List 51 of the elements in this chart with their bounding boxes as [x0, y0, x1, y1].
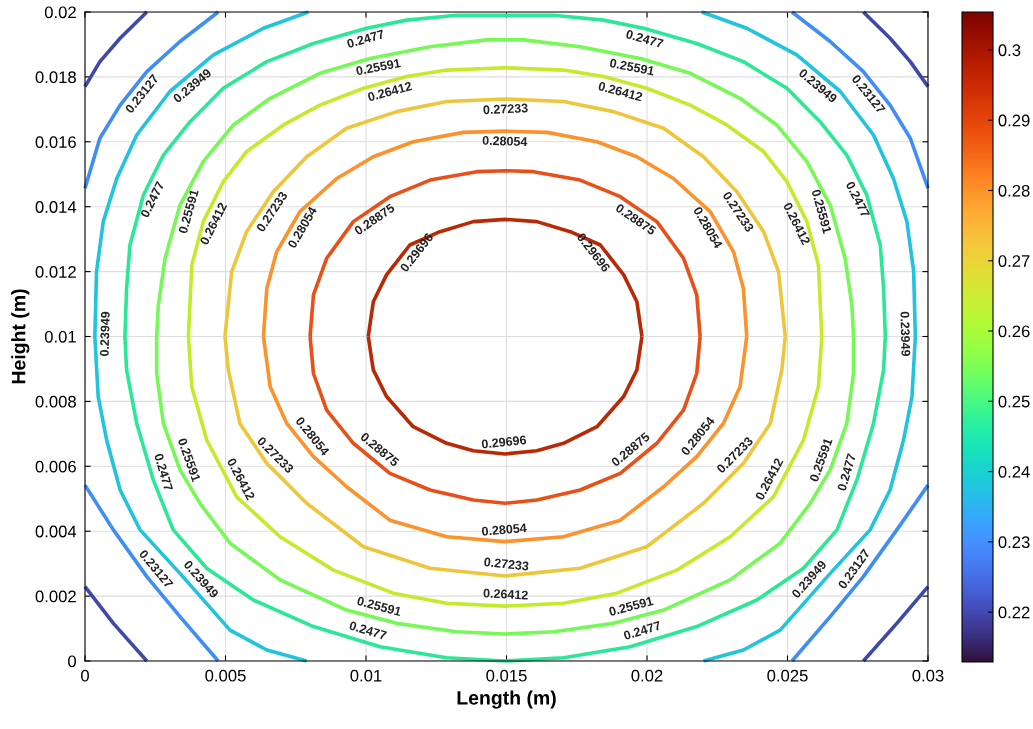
y-tick-label: 0.008: [35, 395, 76, 408]
y-tick-label: 0.016: [35, 136, 76, 148]
x-tick-label: 0.02: [631, 669, 663, 682]
y-tick-label: 0.006: [35, 460, 76, 473]
x-axis-title: Length (m): [457, 690, 556, 709]
text: 0.25591: [608, 596, 654, 617]
text: 0.2477: [625, 29, 664, 49]
text: 0.28054: [482, 135, 528, 147]
text: 0.27233: [483, 557, 529, 571]
color-bar-label: 0.25: [998, 395, 1030, 408]
y-tick-label: 0.012: [35, 266, 76, 278]
text: 0.27233: [483, 103, 528, 115]
text: 0.23949: [900, 311, 911, 357]
color-bar-label: 0.28: [998, 184, 1030, 197]
text: 0.2477: [348, 620, 387, 640]
color-bar-label: 0.29: [998, 114, 1030, 127]
text: 0.2477: [623, 620, 662, 641]
color-bar-label: 0.22: [998, 606, 1030, 619]
text: 0.25591: [356, 596, 402, 617]
text: 0.26412: [597, 81, 643, 102]
color-bar-label: 0.26: [998, 325, 1030, 338]
y-tick-label: 0.014: [35, 201, 77, 213]
text: 0.2477: [346, 29, 385, 49]
text: 0.29696: [481, 435, 527, 449]
y-tick-label: 0.004: [35, 525, 77, 538]
y-tick-label: 0.02: [44, 6, 76, 19]
color-bar-label: 0.27: [998, 255, 1030, 267]
x-tick-label: 0.015: [486, 669, 527, 682]
text: 0.23949: [99, 311, 110, 357]
x-tick-label: 0.025: [767, 669, 808, 682]
text: 0.2477: [837, 453, 856, 492]
color-bar-label: 0.23: [998, 536, 1030, 549]
color-bar-label: 0.3: [998, 44, 1021, 57]
text: 0.26412: [483, 588, 528, 600]
color-bar-label: 0.24: [998, 465, 1030, 478]
text: 0.2477: [154, 453, 173, 492]
y-tick-label: 0.018: [35, 71, 76, 84]
y-tick-label: 0: [68, 655, 77, 668]
y-tick-label: 0.01: [44, 330, 76, 343]
y-tick-label: 0.002: [35, 590, 76, 603]
x-tick-label: 0.03: [912, 669, 944, 682]
text: 0.25591: [609, 58, 655, 76]
text: 0.28054: [481, 523, 527, 536]
x-tick-label: 0.01: [350, 669, 382, 682]
x-tick-label: 0: [81, 669, 89, 682]
text: 0.25591: [811, 188, 832, 235]
text: 0.25591: [178, 188, 199, 234]
text: 0.26412: [367, 81, 413, 102]
text: 0.25591: [355, 58, 401, 76]
x-tick-label: 0.005: [205, 669, 246, 682]
y-axis-title: Height (m): [11, 289, 30, 384]
